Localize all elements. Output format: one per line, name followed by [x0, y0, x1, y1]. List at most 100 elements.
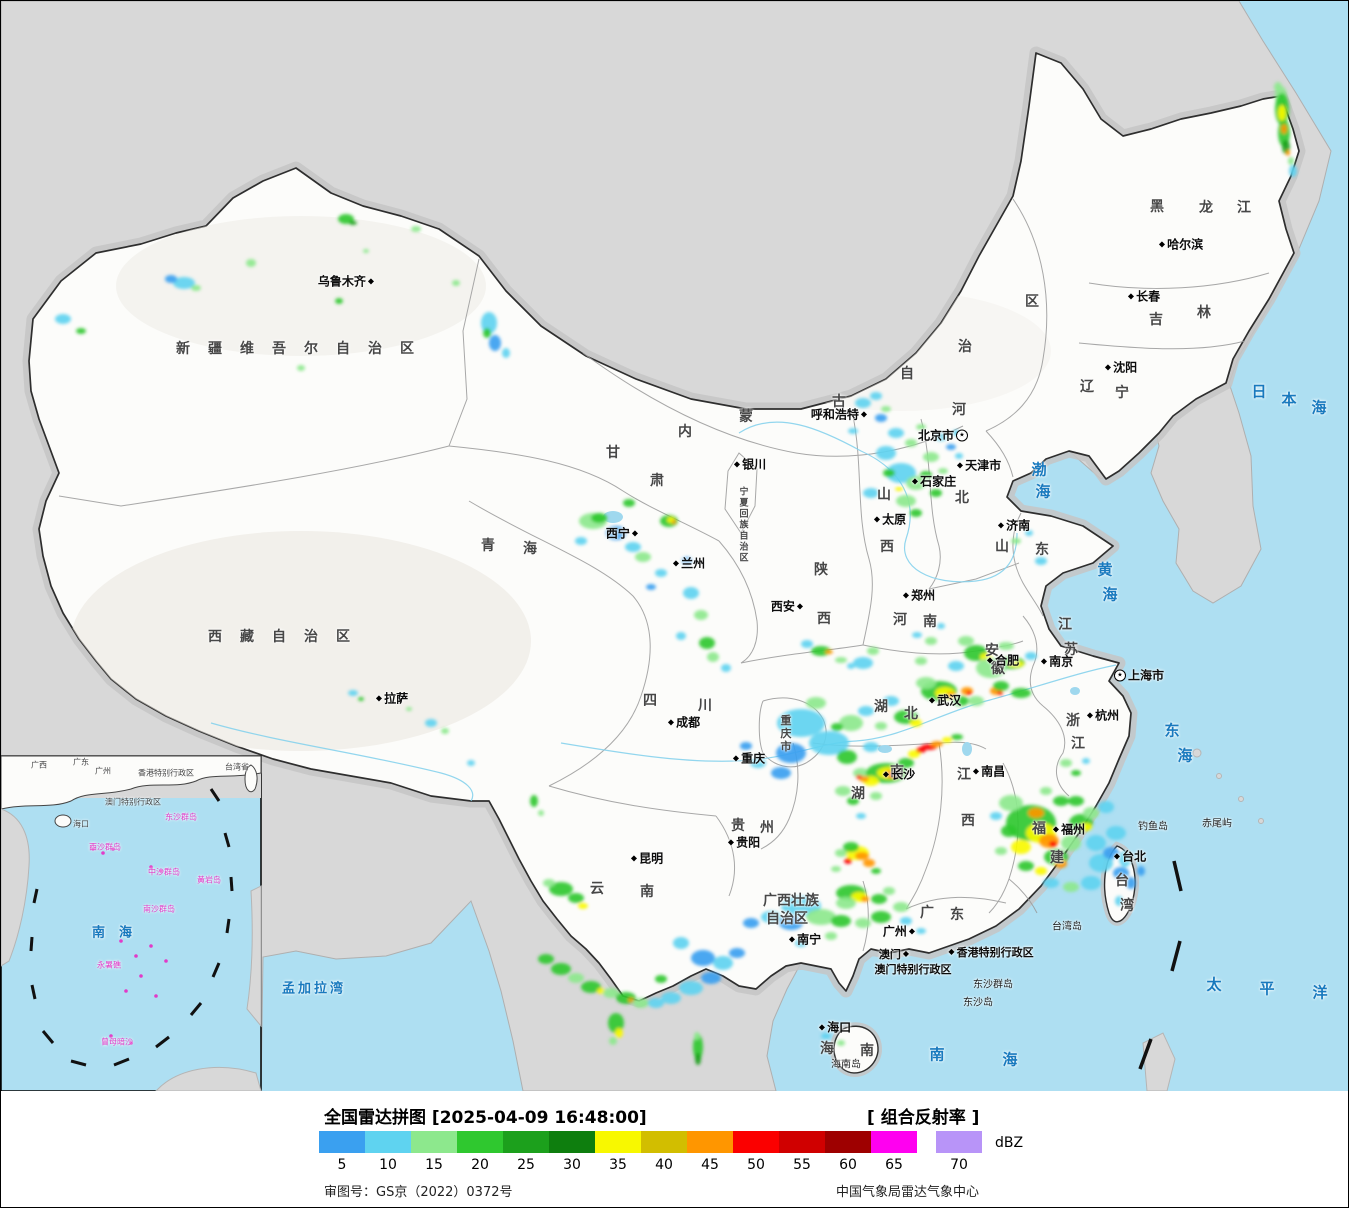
radar-echo [1119, 851, 1131, 867]
china-radar-map: 黑龙江吉林辽宁内蒙古自治区新疆维吾尔自治区 西藏自治区青海甘肃宁夏回族自治区陕西山… [1, 1, 1348, 1091]
radar-echo [1011, 538, 1021, 544]
color-scale-extra-swatch [936, 1131, 982, 1153]
radar-echo [937, 623, 945, 629]
radar-echo [930, 489, 942, 497]
radar-echo [863, 859, 875, 867]
radar-echo [951, 734, 963, 740]
legend-swatch-35 [595, 1131, 641, 1153]
radar-echo [1278, 105, 1286, 121]
radar-echo [1106, 826, 1126, 840]
radar-echo [998, 642, 1014, 650]
radar-echo [1083, 807, 1099, 819]
radar-echo [871, 911, 891, 923]
radar-echo [908, 750, 920, 758]
radar-echo [581, 981, 601, 993]
radar-echo [549, 882, 573, 896]
radar-echo [847, 797, 859, 805]
radar-echo [835, 657, 847, 663]
map-title: 全国雷达拼图 [2025-04-09 16:48:00] [324, 1108, 647, 1128]
radar-echo [483, 328, 491, 338]
south-china-sea-inset [1, 755, 262, 1091]
radar-echo [1137, 866, 1145, 876]
radar-echo [867, 647, 879, 655]
radar-echo [1053, 796, 1069, 806]
legend-value: 20 [471, 1157, 489, 1173]
radar-echo [990, 812, 1002, 820]
radar-echo [898, 758, 914, 768]
radar-echo [836, 897, 856, 909]
radar-echo [530, 795, 538, 807]
radar-echo [568, 893, 584, 903]
radar-echo [1061, 835, 1081, 851]
legend-panel: 全国雷达拼图 [2025-04-09 16:48:00] [ 组合反射率 ] d… [1, 1091, 1348, 1207]
legend-swatch-60 [825, 1131, 871, 1153]
legend-value: 50 [747, 1157, 765, 1173]
radar-echo [165, 275, 177, 283]
radar-echo [568, 973, 584, 983]
radar-echo [881, 406, 891, 412]
radar-echo [853, 657, 873, 669]
radar-echo [1082, 758, 1090, 764]
radar-echo [740, 742, 752, 750]
radar-echo [896, 495, 916, 507]
radar-echo [831, 866, 841, 872]
radar-echo [1080, 823, 1092, 831]
radar-echo [750, 758, 766, 768]
radar-echo [779, 916, 803, 930]
data-source: 中国气象局雷达气象中心 [836, 1185, 980, 1200]
legend-value: 5 [337, 1157, 347, 1173]
radar-echo [358, 697, 364, 701]
radar-echo [335, 298, 343, 304]
radar-echo [1281, 124, 1287, 134]
radar-echo [441, 728, 449, 734]
radar-echo [682, 557, 692, 565]
legend-value: 60 [839, 1157, 857, 1173]
legend-swatch-20 [457, 1131, 503, 1153]
radar-echo [1018, 861, 1034, 871]
radar-echo [616, 992, 636, 1004]
radar-echo [831, 723, 843, 731]
radar-echo [1063, 882, 1079, 892]
legend-swatch-5 [319, 1131, 365, 1153]
radar-echo [694, 1032, 700, 1040]
radar-echo [883, 469, 895, 477]
radar-echo [853, 768, 869, 778]
radar-echo [1025, 652, 1037, 660]
radar-echo [1028, 808, 1044, 818]
radar-echo [1043, 878, 1059, 888]
radar-echo [871, 894, 887, 904]
radar-echo [1115, 896, 1123, 906]
radar-echo [781, 896, 821, 916]
radar-echo-layer [55, 82, 1297, 1065]
legend-swatch-30 [549, 1131, 595, 1153]
radar-echo [952, 430, 960, 436]
radar-echo [55, 314, 71, 324]
radar-echo [1113, 867, 1129, 879]
radar-echo [847, 663, 855, 669]
radar-echo [76, 328, 86, 334]
radar-echo [837, 1040, 845, 1046]
radar-echo [297, 365, 305, 371]
radar-echo [1049, 841, 1057, 847]
radar-echo [1001, 825, 1017, 837]
radar-echo [608, 1013, 624, 1033]
radar-echo [863, 488, 879, 498]
legend-swatch-65 [871, 1131, 917, 1153]
radar-echo [673, 937, 689, 949]
radar-echo [406, 707, 412, 711]
radar-echo [609, 1037, 617, 1045]
island-marks [91, 847, 203, 1045]
radar-echo [946, 692, 956, 698]
radar-echo [1286, 150, 1290, 156]
basemap-svg [1, 1, 1348, 1091]
radar-echo [655, 569, 667, 577]
radar-echo [676, 632, 686, 640]
radar-echo [743, 918, 759, 928]
radar-echo [910, 719, 922, 727]
radar-echo [895, 487, 903, 491]
radar-echo [935, 433, 947, 441]
radar-echo [425, 719, 437, 727]
radar-echo [843, 842, 859, 852]
radar-echo [538, 954, 554, 964]
